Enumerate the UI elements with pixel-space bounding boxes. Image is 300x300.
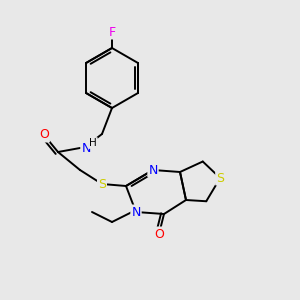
Text: N: N [148, 164, 158, 176]
Text: N: N [131, 206, 141, 218]
Text: S: S [98, 178, 106, 190]
Text: F: F [108, 26, 116, 38]
Text: O: O [154, 227, 164, 241]
Text: H: H [89, 138, 97, 148]
Text: S: S [216, 172, 224, 184]
Text: N: N [81, 142, 91, 154]
Text: O: O [39, 128, 49, 142]
